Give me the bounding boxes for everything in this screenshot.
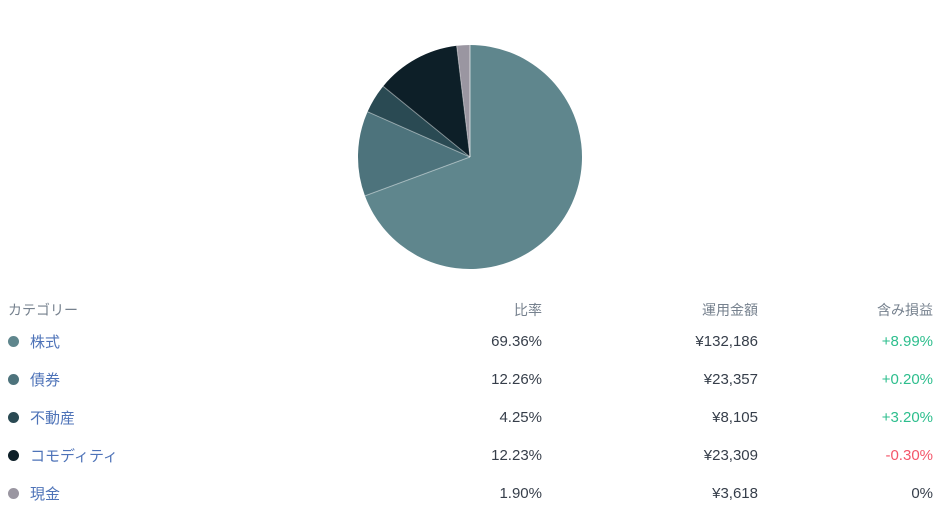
pie-slice-1[interactable]: [358, 111, 470, 196]
allocation-pie-chart: [358, 45, 583, 269]
gain-value: 0%: [911, 484, 933, 502]
category-cell: 債券: [8, 369, 322, 390]
ratio-value: 12.26%: [491, 370, 542, 388]
pie-slice-divider: [382, 85, 471, 158]
category-link[interactable]: 現金: [30, 485, 61, 503]
category-link[interactable]: 株式: [30, 333, 61, 351]
category-cell: 不動産: [8, 407, 322, 428]
amount-value: ¥3,618: [712, 484, 758, 502]
amount-value: ¥8,105: [712, 408, 758, 426]
category-color-dot-icon: [8, 373, 19, 385]
header-amount: 運用金額: [702, 302, 758, 318]
gain-value: +0.20%: [881, 370, 933, 388]
category-cell: 現金: [8, 483, 322, 504]
table-row[interactable]: 株式 69.36% ¥132,186 +8.99%: [8, 322, 933, 360]
category-color-dot-icon: [8, 487, 19, 499]
category-color-dot-icon: [8, 411, 19, 423]
amount-value: ¥132,186: [695, 332, 758, 350]
table-row[interactable]: 不動産 4.25% ¥8,105 +3.20%: [8, 398, 933, 436]
amount-value: ¥23,357: [703, 370, 758, 388]
pie-slice-divider: [364, 156, 471, 197]
table-body: 株式 69.36% ¥132,186 +8.99% 債券 12.26% ¥23,…: [8, 322, 933, 512]
ratio-value: 1.90%: [499, 484, 542, 502]
header-category: カテゴリー: [8, 302, 78, 318]
category-link[interactable]: 不動産: [30, 409, 76, 427]
table-row[interactable]: 現金 1.90% ¥3,618 0%: [8, 474, 933, 512]
pie-slice-3[interactable]: [383, 45, 470, 157]
gain-value: -0.30%: [885, 446, 933, 464]
category-cell: 株式: [8, 331, 322, 352]
ratio-value: 12.23%: [491, 446, 542, 464]
table-row[interactable]: 債券 12.26% ¥23,357 +0.20%: [8, 360, 933, 398]
pie-slice-4[interactable]: [456, 45, 470, 157]
gain-value: +3.20%: [881, 408, 933, 426]
allocation-table: カテゴリー 比率 運用金額 含み損益 株式 69.36% ¥132,186 +8…: [0, 296, 942, 512]
category-color-dot-icon: [8, 335, 19, 347]
table-row[interactable]: コモディティ 12.23% ¥23,309 -0.30%: [8, 436, 933, 474]
ratio-value: 69.36%: [491, 332, 542, 350]
category-color-dot-icon: [8, 449, 19, 461]
pie-slice-divider: [456, 45, 471, 158]
pie-slice-0[interactable]: [364, 45, 583, 269]
ratio-value: 4.25%: [499, 408, 542, 426]
gain-value: +8.99%: [881, 332, 933, 350]
pie-slice-divider: [367, 111, 471, 158]
header-gain: 含み損益: [877, 302, 933, 318]
amount-value: ¥23,309: [703, 446, 758, 464]
category-link[interactable]: 債券: [30, 371, 61, 389]
category-link[interactable]: コモディティ: [30, 447, 119, 465]
header-ratio: 比率: [514, 302, 542, 318]
table-header-row: カテゴリー 比率 運用金額 含み損益: [8, 296, 933, 322]
pie-chart-area: [358, 45, 583, 269]
pie-slice-2[interactable]: [367, 86, 470, 157]
category-cell: コモディティ: [8, 445, 322, 466]
